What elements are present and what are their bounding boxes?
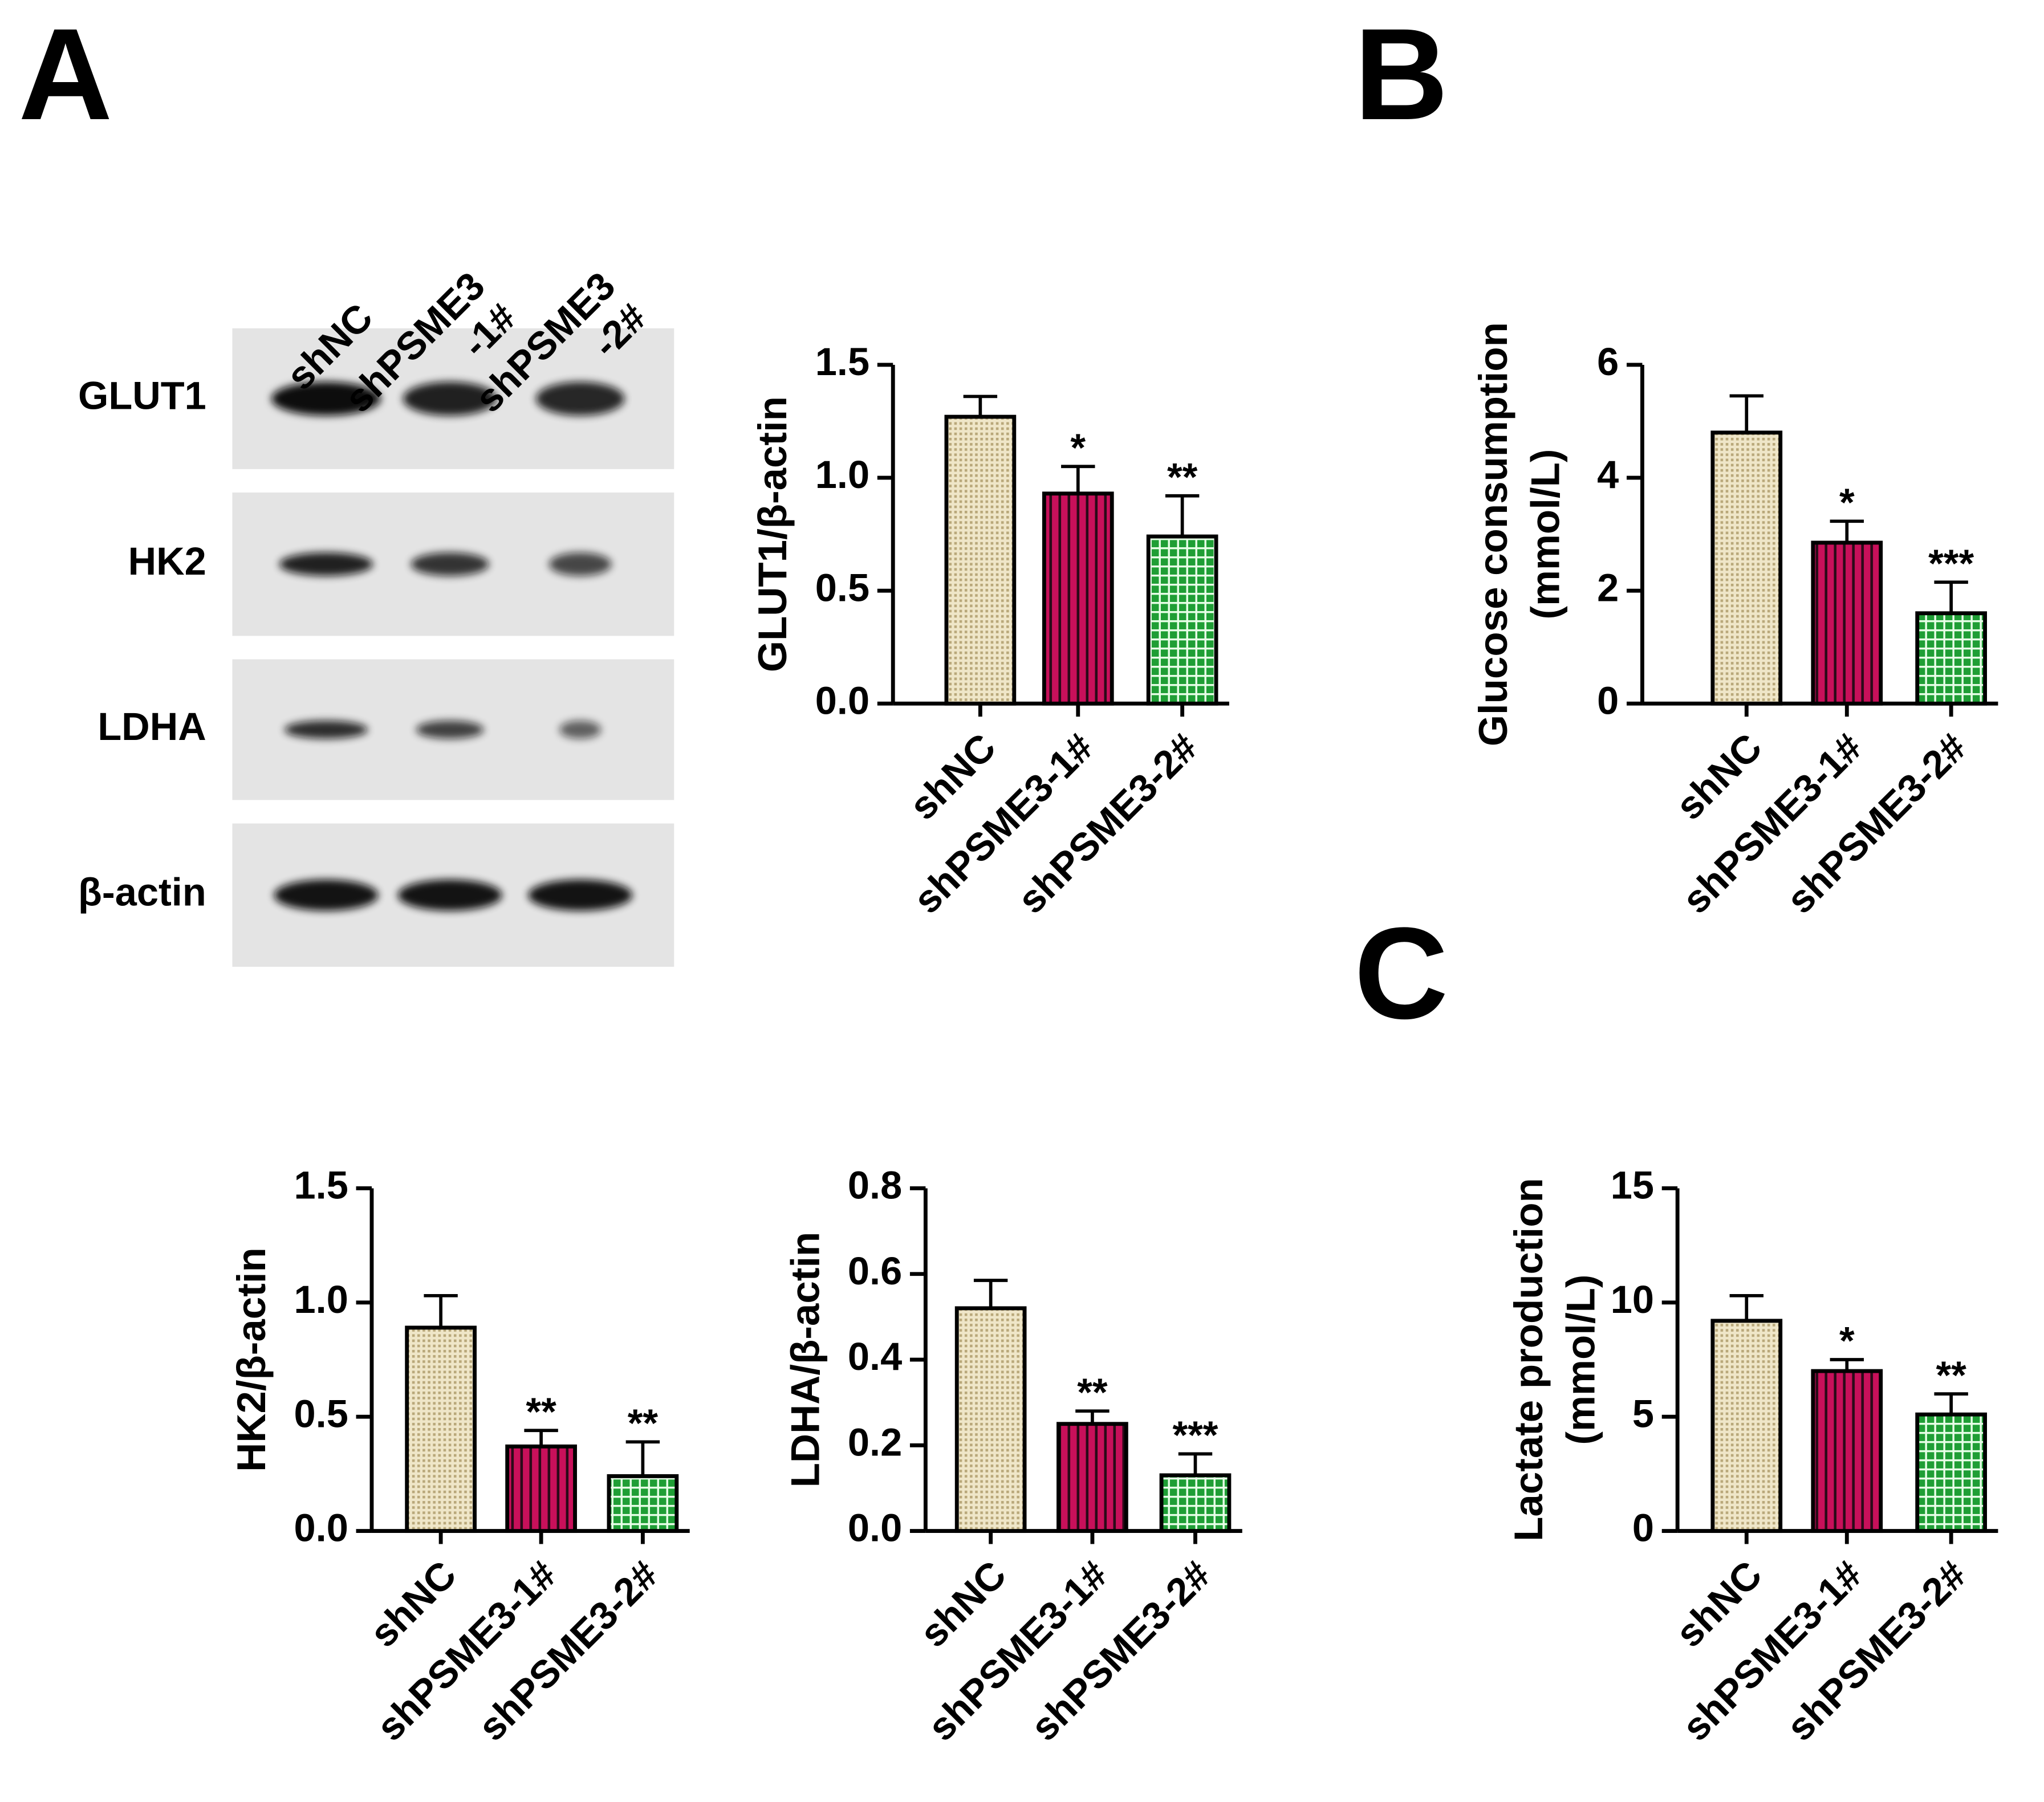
y-label: Glucose consumption (mmol/L) <box>1471 322 1568 746</box>
blot-band <box>559 720 602 739</box>
bar <box>1915 611 1987 706</box>
y-tick-label: 1.5 <box>294 1164 348 1207</box>
blot-band <box>271 381 381 416</box>
y-tick-label: 1.0 <box>294 1278 348 1321</box>
y-tick-label: 0.6 <box>848 1249 902 1293</box>
x-tick-label: shPSME3-1# <box>919 1552 1116 1749</box>
bar <box>944 414 1017 706</box>
significance: * <box>1070 426 1086 470</box>
significance: * <box>1839 1319 1855 1363</box>
y-label-line: GLUT1/β-actin <box>750 396 795 672</box>
y-label-line: HK2/β-actin <box>229 1247 274 1472</box>
y-tick-label: 0.5 <box>294 1392 348 1435</box>
blot-band <box>403 381 497 416</box>
y-tick-label: 0.4 <box>848 1335 902 1378</box>
y-tick-label: 0.2 <box>848 1420 902 1464</box>
y-tick-label: 0.8 <box>848 1164 902 1207</box>
y-tick-label: 5 <box>1632 1392 1654 1435</box>
bar <box>1710 1319 1783 1533</box>
significance: *** <box>1172 1413 1218 1457</box>
x-tick-label: shPSME3-2# <box>1022 1552 1219 1749</box>
significance: ** <box>628 1401 659 1445</box>
x-tick-label: shPSME3-2# <box>1778 725 1974 922</box>
blot-band <box>274 879 379 911</box>
y-label-line: (mmol/L) <box>1523 449 1568 620</box>
x-tick-label: shPSME3-1# <box>1674 725 1871 922</box>
bar <box>1915 1412 1987 1533</box>
blot-band <box>535 381 625 416</box>
y-tick-label: 0 <box>1597 678 1619 722</box>
y-label-line: Lactate production <box>1506 1178 1551 1541</box>
y-label-line: LDHA/β-actin <box>783 1232 828 1488</box>
protein-label: β-actin <box>78 870 206 914</box>
protein-label: GLUT1 <box>78 374 206 418</box>
bar <box>1146 534 1218 706</box>
significance: ** <box>1167 455 1198 499</box>
bar <box>1056 1422 1128 1533</box>
y-tick-label: 0.0 <box>848 1506 902 1550</box>
x-tick-label: shPSME3-2# <box>1778 1552 1974 1749</box>
y-tick-label: 15 <box>1611 1164 1654 1207</box>
y-tick-label: 1.5 <box>815 340 869 384</box>
y-label: HK2/β-actin <box>229 1247 274 1472</box>
bar <box>505 1444 577 1533</box>
x-tick-label: shPSME3-1# <box>1674 1552 1871 1749</box>
y-tick-label: 6 <box>1597 340 1619 384</box>
y-tick-label: 1.0 <box>815 453 869 497</box>
significance: ** <box>1936 1353 1966 1397</box>
panel-letter: A <box>18 2 112 147</box>
x-tick-label: shPSME3-2# <box>470 1552 667 1749</box>
bar <box>1811 540 1883 706</box>
blot-band <box>411 552 489 576</box>
protein-label: LDHA <box>97 705 206 749</box>
blot-band <box>284 720 368 739</box>
significance: ** <box>526 1390 556 1434</box>
y-tick-label: 0.0 <box>294 1506 348 1550</box>
y-tick-label: 4 <box>1597 453 1619 497</box>
panel-letter: B <box>1354 2 1448 147</box>
significance: ** <box>1077 1370 1108 1414</box>
x-tick-label: shPSME3-1# <box>368 1552 564 1749</box>
bar <box>405 1325 477 1533</box>
y-label: GLUT1/β-actin <box>750 396 795 672</box>
bar <box>1159 1473 1232 1533</box>
y-label-line: Glucose consumption <box>1471 322 1516 746</box>
y-label: LDHA/β-actin <box>783 1232 828 1488</box>
y-tick-label: 10 <box>1611 1278 1654 1321</box>
protein-label: HK2 <box>128 539 206 583</box>
bar <box>1811 1369 1883 1533</box>
y-tick-label: 0.0 <box>815 678 869 722</box>
y-tick-label: 2 <box>1597 566 1619 609</box>
y-tick-label: 0.5 <box>815 566 869 609</box>
y-label-line: (mmol/L) <box>1558 1274 1603 1445</box>
panel-letter: C <box>1354 901 1448 1046</box>
significance: *** <box>1928 542 1974 585</box>
blot-band <box>548 552 612 576</box>
x-tick-label: shPSME3-2# <box>1009 725 1206 922</box>
bar <box>1710 430 1783 706</box>
blot-band <box>397 879 502 911</box>
bar <box>1042 491 1114 706</box>
significance: * <box>1839 481 1855 524</box>
blot-band <box>416 720 484 739</box>
bar <box>954 1306 1027 1533</box>
y-label: Lactate production (mmol/L) <box>1506 1178 1603 1541</box>
bar <box>607 1474 679 1533</box>
blot-band <box>279 552 373 576</box>
blot-band <box>528 879 633 911</box>
y-tick-label: 0 <box>1632 1506 1654 1550</box>
